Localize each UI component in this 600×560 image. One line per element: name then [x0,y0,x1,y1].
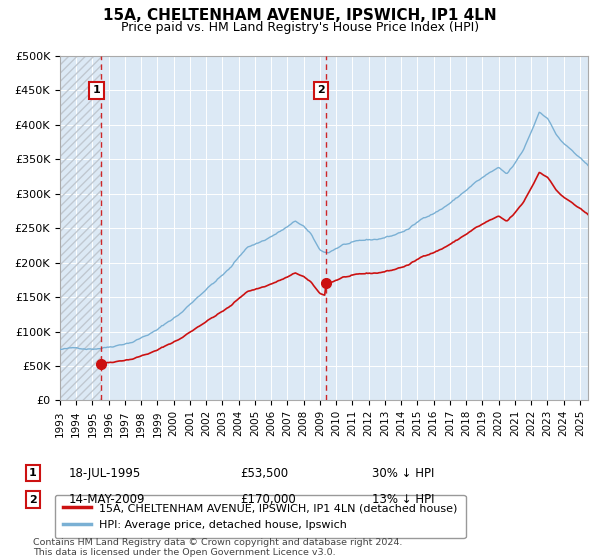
Text: 15A, CHELTENHAM AVENUE, IPSWICH, IP1 4LN: 15A, CHELTENHAM AVENUE, IPSWICH, IP1 4LN [103,8,497,24]
Text: Contains HM Land Registry data © Crown copyright and database right 2024.
This d: Contains HM Land Registry data © Crown c… [33,538,403,557]
Text: 18-JUL-1995: 18-JUL-1995 [69,466,141,480]
Text: 13% ↓ HPI: 13% ↓ HPI [372,493,434,506]
Text: 1: 1 [29,468,37,478]
Bar [60,56,101,400]
Text: £53,500: £53,500 [240,466,288,480]
Text: £170,000: £170,000 [240,493,296,506]
Legend: 15A, CHELTENHAM AVENUE, IPSWICH, IP1 4LN (detached house), HPI: Average price, d: 15A, CHELTENHAM AVENUE, IPSWICH, IP1 4LN… [55,495,466,538]
Text: Price paid vs. HM Land Registry's House Price Index (HPI): Price paid vs. HM Land Registry's House … [121,21,479,34]
Text: 2: 2 [29,494,37,505]
Text: 1: 1 [92,86,100,95]
Text: 14-MAY-2009: 14-MAY-2009 [69,493,146,506]
Text: 2: 2 [317,86,325,95]
Text: 30% ↓ HPI: 30% ↓ HPI [372,466,434,480]
